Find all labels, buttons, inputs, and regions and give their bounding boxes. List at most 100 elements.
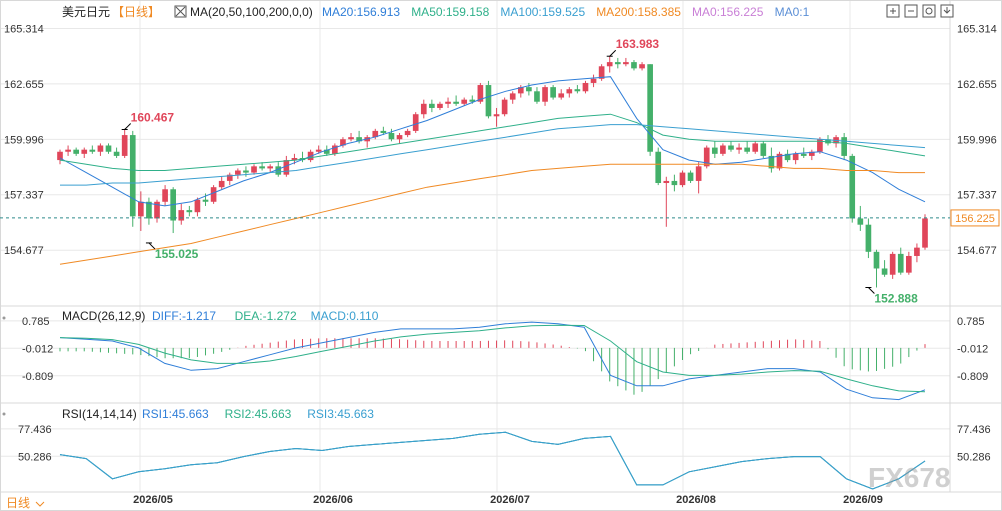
- current-price-tag: [950, 209, 1000, 227]
- x-tick-label: 2026/07: [490, 494, 530, 506]
- candle-body: [598, 66, 605, 79]
- candle-body: [129, 135, 136, 217]
- candle-body: [226, 174, 233, 181]
- price-y-tick-left: 159.996: [4, 134, 44, 146]
- extreme-label: 163.983: [616, 37, 660, 51]
- download-icon[interactable]: [940, 4, 954, 18]
- candle-body: [817, 139, 823, 152]
- candle-body: [57, 151, 63, 161]
- candle-body: [396, 135, 403, 140]
- candle-body: [323, 149, 330, 154]
- candle-body: [744, 147, 750, 152]
- settings-icon[interactable]: [922, 4, 936, 18]
- candle-body: [218, 180, 225, 188]
- candle-body: [711, 147, 718, 154]
- candle-body: [146, 201, 152, 219]
- price-y-tick-right: 154.677: [957, 245, 997, 257]
- candle-body: [453, 101, 459, 104]
- candle-body: [97, 145, 104, 152]
- zoom-in-icon: [890, 8, 896, 14]
- extreme-label: 155.025: [155, 247, 199, 261]
- chevron-down-icon[interactable]: [35, 501, 45, 507]
- symbol-title: 美元日元: [62, 5, 110, 19]
- rsi-y-tick-right: 50.286: [957, 451, 991, 463]
- candle-body: [65, 149, 71, 152]
- candle-body: [703, 147, 710, 167]
- candle-body: [792, 153, 799, 161]
- candle-body: [202, 199, 209, 202]
- macd-y-tick-right: -0.012: [957, 343, 988, 355]
- rsi-value-label: RSI2:45.663: [225, 407, 292, 421]
- ma-line-ma20: [59, 76, 926, 207]
- download-icon: [943, 7, 951, 14]
- candle-body: [542, 87, 548, 102]
- candle-body: [889, 253, 896, 275]
- candle-body: [332, 145, 338, 154]
- extreme-pointer: [124, 123, 132, 130]
- x-tick-label: 2026/08: [676, 494, 716, 506]
- text-labels: 2026/05 2026/06 2026/07 2026/08 2026/09 165.3…: [2, 4, 997, 510]
- candle-body: [412, 114, 419, 131]
- candle-body: [606, 62, 613, 67]
- candle-body: [534, 91, 540, 102]
- candle-body: [194, 199, 201, 213]
- candle-body: [849, 155, 856, 219]
- price-y-tick-right: 159.996: [957, 134, 997, 146]
- candle-body: [647, 64, 653, 152]
- macd-y-tick-right: 0.785: [957, 316, 985, 328]
- candle-body: [315, 149, 322, 152]
- candle-body: [760, 143, 767, 156]
- candle-body: [509, 93, 516, 100]
- candle-body: [461, 99, 468, 104]
- candle-body: [906, 255, 912, 273]
- candle-body: [493, 114, 500, 117]
- candle-body: [639, 64, 645, 69]
- candle-body: [566, 89, 573, 94]
- period-label: 【日线】: [112, 5, 160, 19]
- candle-body: [113, 151, 120, 156]
- candle-body: [914, 247, 920, 256]
- ma-value-label: MA20:156.913: [322, 5, 400, 19]
- current-price-label: 156.225: [955, 213, 995, 225]
- candle-body: [259, 166, 265, 169]
- price-y-tick-right: 162.655: [957, 79, 997, 91]
- candle-body: [89, 149, 96, 152]
- indicator-toggle-icon: [175, 6, 186, 17]
- candle-body: [752, 143, 759, 152]
- candle-body: [380, 130, 387, 133]
- macd-y-tick-left: -0.809: [22, 371, 53, 383]
- extreme-label: 152.888: [874, 291, 918, 305]
- candle-body: [857, 218, 864, 225]
- indicator-toggle-icon: [174, 5, 187, 18]
- candle-body: [501, 99, 508, 115]
- x-tick-label: 2026/06: [313, 494, 353, 506]
- rsi-panel: [59, 431, 926, 490]
- rsi-title: RSI(14,14,14): [62, 407, 137, 421]
- price-y-tick-left: 157.337: [4, 190, 44, 202]
- zoom-out-icon[interactable]: [904, 4, 918, 18]
- candle-body: [138, 201, 144, 217]
- rsi-value-label: RSI1:45.663: [142, 407, 209, 421]
- panel-marker-icon: [2, 316, 6, 320]
- macd-y-tick-left: 0.785: [22, 316, 50, 328]
- candle-body: [283, 160, 290, 175]
- ma-line-ma200: [59, 163, 925, 265]
- candle-body: [267, 166, 274, 169]
- candle-body: [582, 82, 589, 92]
- rsi-line-rsi3: [59, 431, 926, 490]
- candle-body: [550, 87, 556, 98]
- candle-body: [922, 218, 928, 248]
- macd-title: MACD(26,12,9): [62, 309, 145, 323]
- candle-body: [655, 151, 662, 184]
- rsi-y-tick-right: 77.436: [957, 424, 991, 436]
- candle-body: [477, 85, 484, 102]
- rsi-value-label: RSI3:45.663: [307, 407, 374, 421]
- candle-body: [105, 145, 112, 152]
- candle-body: [251, 166, 257, 173]
- candle-body: [81, 149, 88, 154]
- zoom-in-icon[interactable]: [886, 4, 900, 18]
- ma-value-label: MA200:158.385: [596, 5, 681, 19]
- candle-body: [800, 153, 807, 156]
